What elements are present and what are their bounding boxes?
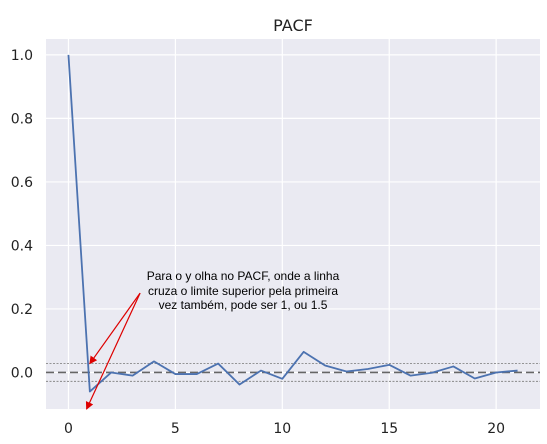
x-tick-label: 20 [487, 421, 505, 437]
annotation-text-line: cruza o limite superior pela primeira [148, 284, 338, 298]
pacf-series [67, 54, 518, 393]
y-tick-label: 0.4 [11, 238, 33, 254]
annotation-text-line: vez também, pode ser 1, ou 1.5 [159, 298, 328, 312]
y-axis-ticks: 0.0 0.2 0.4 0.6 0.8 1.0 [11, 48, 33, 382]
x-tick-label: 5 [171, 421, 180, 437]
confidence-band [46, 363, 540, 382]
x-tick-label: 15 [380, 421, 398, 437]
x-tick-label: 10 [273, 421, 291, 437]
annotation: Para o y olha no PACF, onde a linhacruza… [85, 269, 340, 410]
y-tick-label: 1.0 [11, 48, 33, 64]
annotation-arrow [89, 292, 141, 365]
y-tick-label: 0.8 [11, 111, 33, 127]
x-axis-ticks: 0 5 10 15 20 [64, 421, 505, 437]
annotation-text-line: Para o y olha no PACF, onde a linha [147, 269, 340, 283]
chart-title: PACF [273, 16, 313, 35]
y-tick-label: 0.0 [11, 365, 33, 381]
x-tick-label: 0 [64, 421, 73, 437]
y-tick-label: 0.2 [11, 302, 33, 318]
pacf-line [67, 54, 518, 393]
y-tick-label: 0.6 [11, 175, 33, 191]
annotation-arrow [85, 292, 141, 410]
plot-background [46, 39, 540, 409]
